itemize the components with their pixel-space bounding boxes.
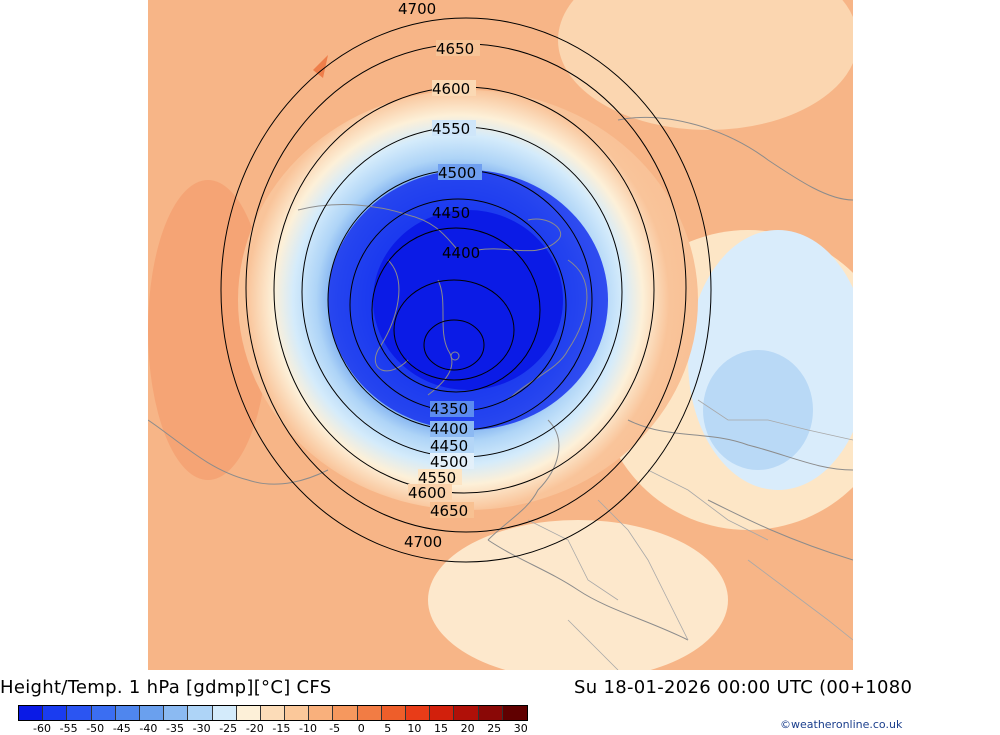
contour-label: 4600 [408,484,446,502]
contour-label: 4400 [442,244,480,262]
vortex-center [373,210,563,390]
contour-label: 4400 [430,420,468,438]
contour-label: 4350 [430,400,468,418]
legend-swatch [91,706,116,720]
contour-4350 [393,279,515,381]
legend-tick-label: 20 [460,722,475,735]
contour-label: 4450 [432,204,470,222]
legend-tick-label: -45 [112,722,131,735]
country-borders [527,399,853,670]
legend-tick-label: 30 [513,722,528,735]
contour-label: 4650 [436,40,474,58]
legend-tick-label: -15 [272,722,291,735]
north-pole-marker [450,351,460,361]
legend-tick-label: -35 [166,722,184,735]
mild-patch [428,520,728,670]
contour-label: 4700 [404,533,442,551]
legend-tick-label: -20 [245,722,264,735]
legend-tick-label: -10 [299,722,317,735]
contour-label: 4700 [398,0,436,18]
legend-tick-label: -55 [59,722,78,735]
legend-swatch [309,706,334,720]
map-canvas: 4700 4650 4600 4550 4500 4450 4400 4350 … [148,0,853,670]
contour-label: 4500 [430,453,468,471]
contour-inner [423,319,485,371]
credit-link[interactable]: ©weatheronline.co.uk [780,718,903,731]
legend-swatch [212,706,237,720]
legend-swatch [188,706,213,720]
contour-label: 4650 [430,502,468,520]
legend-swatch [285,706,310,720]
weather-map: 4700 4650 4600 4550 4500 4450 4400 4350 … [148,0,853,670]
legend-swatch [164,706,189,720]
contour-label: 4550 [432,120,470,138]
legend-swatch [115,706,140,720]
legend-swatch [333,706,358,720]
legend-tick-label: 15 [434,722,448,735]
warm-patch [558,0,853,130]
legend-tick-label: -25 [219,722,238,735]
legend-tick-label: 10 [407,722,422,735]
color-legend [18,705,528,721]
legend-swatch [381,706,406,720]
legend-swatch [478,706,503,720]
map-valid-time: Su 18-01-2026 00:00 UTC (00+1080 [574,677,913,698]
legend-swatch [502,706,527,720]
legend-swatch [260,706,286,720]
legend-tick-label: 25 [487,722,502,735]
contour-label: 4450 [430,437,468,455]
legend-tick-label: 0 [357,722,365,735]
contour-label: 4500 [438,164,476,182]
legend-tick-label: -50 [86,722,105,735]
color-legend-ticks: -60 -55 -50 -45 -40 -35 -30 -25 -20 -15 -10 -5 0 5 10 1… [18,722,578,735]
legend-swatch [43,706,68,720]
legend-tick-label: -40 [139,722,158,735]
legend-tick-label: 5 [384,722,392,735]
legend-tick-label: -5 [329,722,341,735]
legend-tick-label: -30 [192,722,211,735]
contour-4700 [220,17,712,563]
legend-swatch [430,706,455,720]
contour-label: 4550 [418,469,456,487]
contour-label: 4600 [432,80,470,98]
legend-swatch [454,706,479,720]
legend-swatch [406,706,431,720]
legend-swatch [139,706,165,720]
legend-swatch [236,706,261,720]
contour-4400 [371,227,541,393]
warm-spot [313,55,328,78]
contour-labels: 4700 4650 4600 4550 4500 4450 4400 4350 … [398,0,482,551]
cool-core-east [703,350,813,470]
legend-tick-label: -60 [33,722,51,735]
legend-swatch [67,706,92,720]
legend-swatch [357,706,382,720]
map-title: Height/Temp. 1 hPa [gdmp][°C] CFS [0,677,332,698]
warm-band-west [148,180,268,480]
legend-swatch [19,706,44,720]
